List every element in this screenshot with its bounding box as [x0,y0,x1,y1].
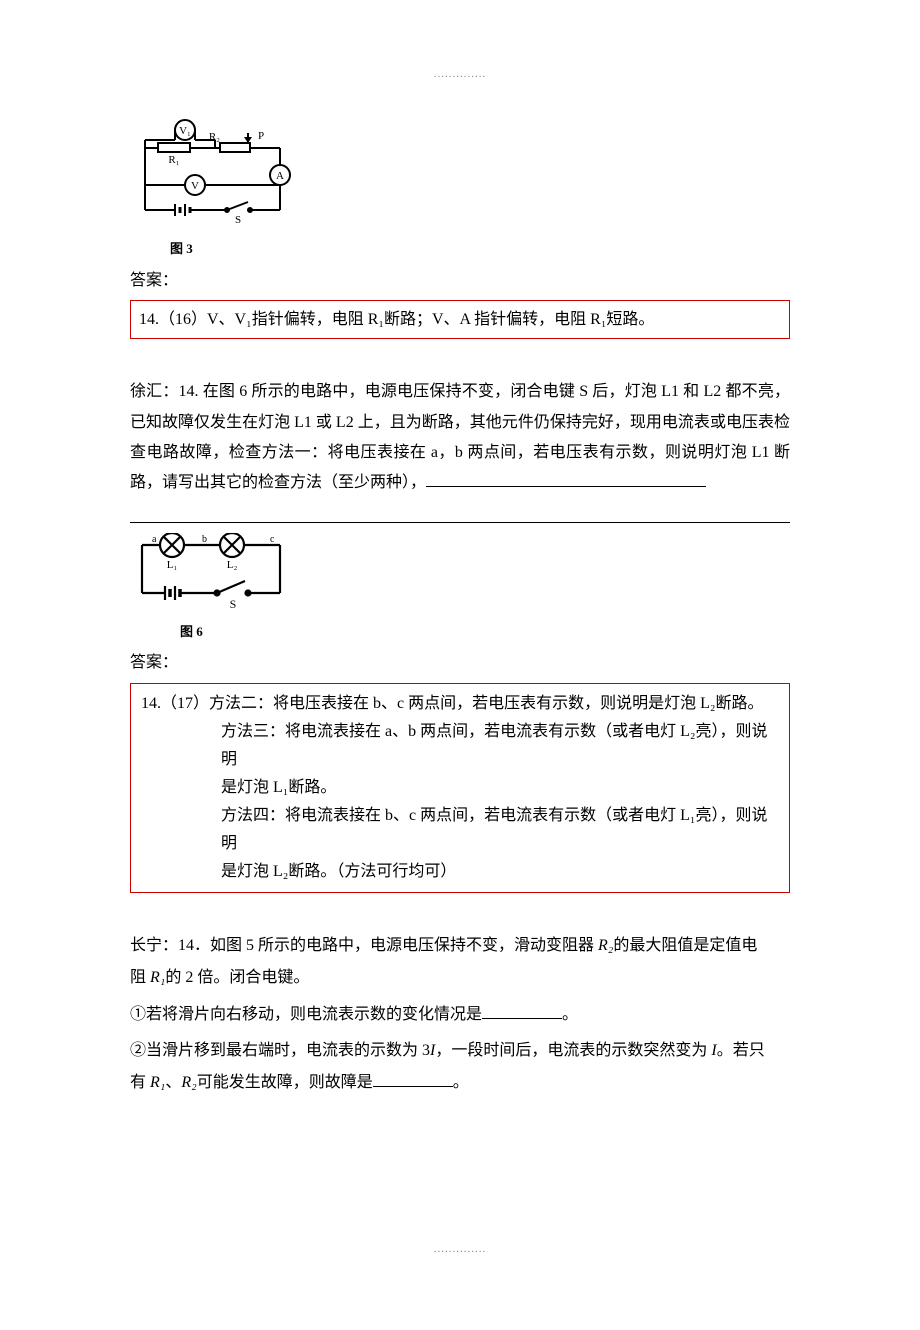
cn-p2: ①若将滑片向右移动，则电流表示数的变化情况是 [130,1006,482,1023]
changning-p1: 长宁：14．如图 5 所示的电路中，电源电压保持不变，滑动变阻器 R₂的最大阻值… [130,931,790,961]
ans17-line2b: 是灯泡 L₁断路。 [141,774,779,802]
svg-text:L₁: L₁ [167,559,178,571]
document-page: .............. V₁ R₁ R [0,0,920,1330]
cn-R2: R₂ [598,937,613,954]
svg-text:S: S [235,214,241,226]
blank-line-1 [426,469,706,488]
cn-p3f: 可能发生故障，则故障是 [197,1074,373,1091]
changning-p2: ①若将滑片向右移动，则电流表示数的变化情况是 。 [130,1000,790,1030]
ans17-line3b: 是灯泡 L₂断路。（方法可行均可） [141,858,779,886]
cn-R1: R₁ [150,969,165,986]
changning-p1-cont: 阻 R₁的 2 倍。闭合电键。 [130,963,790,993]
cn-p3c: 。若只 [717,1042,765,1059]
cn-p3e: 、 [165,1074,181,1091]
svg-text:V₁: V₁ [179,125,191,137]
changning-p3: ②当滑片移到最右端时，电流表的示数为 3I，一段时间后，电流表的示数突然变为 I… [130,1036,790,1066]
svg-text:A: A [276,170,284,182]
blank-full-line [130,521,790,523]
answer-box-14-17: 14.（17）方法二：将电压表接在 b、c 两点间，若电压表有示数，则说明是灯泡… [130,683,790,893]
svg-text:R₁: R₁ [168,154,179,166]
cn-p1a: 长宁：14．如图 5 所示的电路中，电源电压保持不变，滑动变阻器 [130,937,598,954]
cn-p1c: 阻 [130,969,150,986]
fig6-caption: 图 6 [180,620,790,645]
cn-p3b: ，一段时间后，电流表的示数突然变为 [435,1042,711,1059]
ans17-line2: 方法三：将电流表接在 a、b 两点间，若电流表有示数（或者电灯 L₂亮），则说明 [141,718,779,774]
cn-p3d: 有 [130,1074,150,1091]
changning-p3-cont: 有 R₁、R₂可能发生故障，则故障是 。 [130,1068,790,1098]
svg-text:L₂: L₂ [227,559,238,571]
ans17-line1: 14.（17）方法二：将电压表接在 b、c 两点间，若电压表有示数，则说明是灯泡… [141,690,779,718]
cn-p1d: 的 2 倍。闭合电键。 [165,969,309,986]
cn-p1b: 的最大阻值是定值电 [613,937,757,954]
svg-text:b: b [202,534,207,545]
blank-3 [373,1069,453,1088]
figure-3: V₁ R₁ R₂ P [130,115,790,262]
svg-text:S: S [230,597,237,611]
circuit-fig3-svg: V₁ R₁ R₂ P [130,115,300,235]
ans17-line3: 方法四：将电流表接在 b、c 两点间，若电流表有示数（或者电灯 L₁亮），则说明 [141,802,779,858]
footer-dots: .............. [130,1239,790,1260]
svg-text:P: P [258,130,264,142]
answer-box-14-16: 14.（16）V、V₁指针偏转，电阻 R₁断路；V、A 指针偏转，电阻 R₁短路… [130,300,790,339]
svg-text:c: c [270,534,275,545]
answer-label-2: 答案： [130,648,790,678]
fig3-caption: 图 3 [170,237,790,262]
figure-6: a L₁ b L₂ c [130,533,790,645]
svg-text:V: V [191,180,199,192]
xuhui-question: 徐汇：14. 在图 6 所示的电路中，电源电压保持不变，闭合电键 S 后，灯泡 … [130,377,790,499]
svg-text:a: a [152,534,157,545]
cn-p3a: ②当滑片移到最右端时，电流表的示数为 3 [130,1042,430,1059]
cn-p2e: 。 [562,1006,578,1023]
circuit-fig6-svg: a L₁ b L₂ c [130,533,300,618]
answer-label-1: 答案： [130,266,790,296]
header-dots: .............. [130,64,790,85]
cn-R1b: R₁ [150,1074,165,1091]
answer-14-16-text: 14.（16）V、V₁指针偏转，电阻 R₁断路；V、A 指针偏转，电阻 R₁短路… [139,311,654,328]
cn-R2b: R₂ [181,1074,196,1091]
cn-p3end: 。 [453,1074,469,1091]
blank-2 [482,1000,562,1019]
